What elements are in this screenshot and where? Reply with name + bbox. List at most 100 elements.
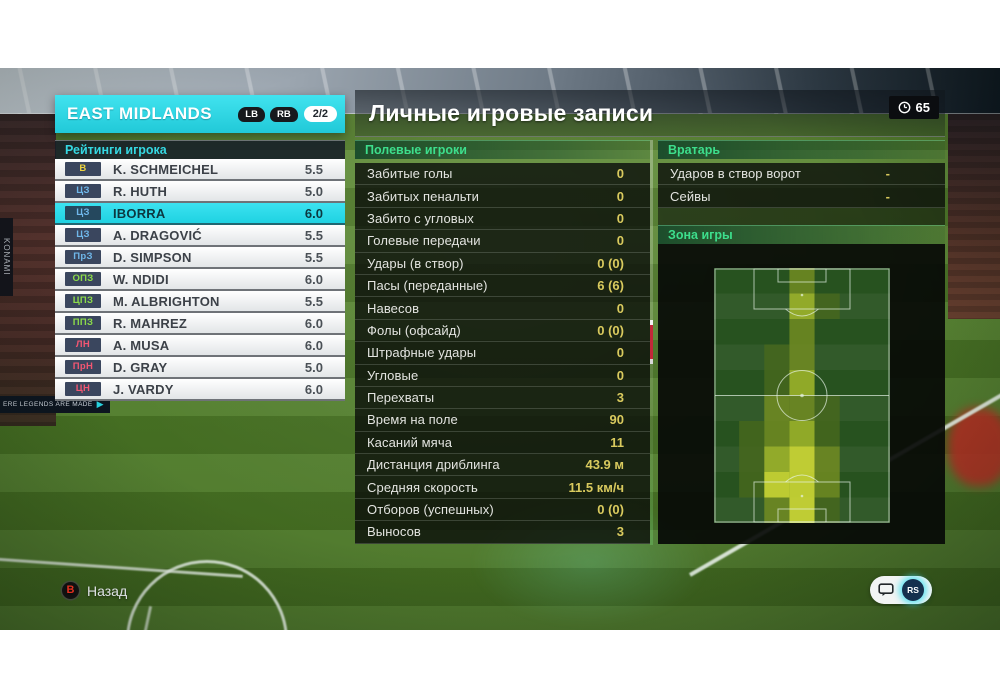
stat-label: Забито с угловых (367, 210, 474, 226)
stat-value: 6 (6) (597, 278, 624, 294)
player-rating: 6.0 (304, 381, 323, 397)
corner-buttons: RS (870, 576, 932, 604)
stat-value: 0 (616, 345, 624, 361)
stat-label: Дистанция дриблинга (367, 457, 500, 473)
player-rating: 6.0 (304, 337, 323, 353)
player-row[interactable]: ЦЗ A. DRAGOVIĆ 5.5 (55, 225, 345, 247)
position-badge: ППЗ (65, 316, 101, 330)
stat-label: Фолы (офсайд) (367, 322, 461, 338)
player-rating: 5.0 (304, 359, 323, 375)
stat-value: 0 (616, 300, 624, 316)
stat-row: Дистанция дриблинга 43.9 м (355, 454, 650, 477)
stat-label: Время на поле (367, 412, 458, 428)
player-name: M. ALBRIGHTON (113, 293, 220, 309)
stat-row: Угловые 0 (355, 364, 650, 387)
page-indicator: 2/2 (303, 106, 337, 122)
lb-button[interactable]: LB (238, 106, 265, 122)
stat-label: Ударов в створ ворот (670, 166, 801, 182)
slogan-text: ERE LEGENDS ARE MADE (3, 401, 93, 408)
stat-label: Сейвы (670, 188, 711, 204)
stat-row: Фолы (офсайд) 0 (0) (355, 319, 650, 343)
stat-value: 0 (0) (597, 322, 624, 338)
stat-row: Перехваты 3 (355, 386, 650, 410)
player-row[interactable]: ОПЗ W. NDIDI 6.0 (55, 269, 345, 291)
stat-label: Навесов (367, 300, 420, 316)
position-badge: ОПЗ (65, 272, 101, 286)
personal-records-panel: Личные игровые записи 65 Полевые игроки … (355, 90, 945, 545)
stat-label: Голевые передачи (367, 233, 481, 249)
back-label: Назад (87, 582, 128, 599)
stat-value: - (885, 188, 890, 204)
player-row[interactable]: ППЗ R. MAHREZ 6.0 (55, 313, 345, 335)
player-row[interactable]: ПрЗ D. SIMPSON 5.5 (55, 247, 345, 269)
stat-row: Навесов 0 (355, 297, 650, 320)
player-name: J. VARDY (113, 381, 174, 397)
position-badge: ПрЗ (65, 250, 101, 264)
title-bar: Личные игровые записи 65 (355, 90, 945, 137)
stat-value: 0 (616, 210, 624, 226)
field-players-stats-list: Забитые голы 0 Забитых пенальти 0 Забито с у… (355, 163, 650, 544)
player-row[interactable]: В K. SCHMEICHEL 5.5 (55, 159, 345, 181)
stat-row: Голевые передачи 0 (355, 230, 650, 253)
letterbox-top (0, 0, 1000, 68)
goalkeeper-column: Вратарь Ударов в створ ворот - Сейвы - Зона… (658, 140, 945, 545)
match-time-badge: 65 (888, 96, 939, 119)
player-name: D. GRAY (113, 359, 168, 375)
back-hint[interactable]: B Назад (62, 582, 127, 599)
stat-value: 3 (616, 390, 624, 406)
player-name: R. MAHREZ (113, 315, 188, 331)
player-row[interactable]: ЦЗ IBORRA 6.0 (55, 203, 345, 225)
stat-label: Отборов (успешных) (367, 502, 494, 518)
stat-row: Ударов в створ ворот - (658, 163, 945, 186)
play-zone-heatmap (713, 267, 890, 523)
player-name: IBORRA (113, 205, 166, 221)
stat-row: Удары (в створ) 0 (0) (355, 252, 650, 275)
stat-row: Средняя скорость 11.5 км/ч (355, 476, 650, 499)
player-rating: 5.5 (304, 161, 323, 177)
stat-value: 43.9 м (585, 457, 624, 473)
stat-value: 0 (0) (597, 255, 624, 271)
scrollbar-thumb[interactable] (650, 320, 653, 364)
field-players-section-title: Полевые игроки (355, 140, 650, 159)
match-time-value: 65 (915, 100, 930, 115)
position-badge: В (65, 162, 101, 176)
player-rating: 6.0 (304, 315, 323, 331)
player-rating: 5.5 (304, 249, 323, 265)
stat-row: Отборов (успешных) 0 (0) (355, 498, 650, 522)
stats-columns: Полевые игроки Забитые голы 0 Забитых пена… (355, 140, 945, 545)
clock-icon (898, 101, 910, 114)
player-ratings-panel: EAST MIDLANDS LB RB 2/2 Рейтинги игрока … (55, 95, 345, 401)
stat-row: Забито с угловых 0 (355, 207, 650, 231)
player-row[interactable]: ЦПЗ M. ALBRIGHTON 5.5 (55, 291, 345, 313)
b-button-icon: B (62, 582, 79, 599)
player-name: A. MUSA (113, 337, 170, 353)
player-row[interactable]: ЦН J. VARDY 6.0 (55, 379, 345, 401)
crowd-right (948, 114, 1000, 319)
position-badge: ЦЗ (65, 206, 101, 220)
stat-label: Удары (в створ) (367, 255, 464, 271)
stat-label: Выносов (367, 524, 421, 540)
player-name: R. HUTH (113, 183, 168, 199)
player-name: W. NDIDI (113, 271, 169, 287)
ratings-section-title: Рейтинги игрока (55, 140, 345, 159)
chat-button[interactable] (878, 583, 894, 597)
player-row[interactable]: ЦЗ R. HUTH 5.0 (55, 181, 345, 203)
stat-row: Время на поле 90 (355, 409, 650, 432)
rs-stick-button[interactable]: RS (902, 579, 924, 601)
player-row[interactable]: ЛН A. MUSA 6.0 (55, 335, 345, 357)
position-badge: ЦЗ (65, 228, 101, 242)
player-name: K. SCHMEICHEL (113, 161, 219, 177)
rb-button[interactable]: RB (269, 106, 298, 122)
player-row[interactable]: ПрН D. GRAY 5.0 (55, 357, 345, 379)
stat-value: 0 (616, 233, 624, 249)
stat-value: 11.5 км/ч (568, 479, 624, 495)
stat-label: Забитые голы (367, 166, 453, 182)
letterbox-bottom (0, 630, 1000, 700)
position-badge: ПрН (65, 360, 101, 374)
stat-label: Забитых пенальти (367, 188, 480, 204)
konami-ad-board: KONAMI (0, 218, 13, 296)
stat-value: 0 (616, 367, 624, 383)
stat-label: Средняя скорость (367, 479, 478, 495)
stat-value: 3 (616, 524, 624, 540)
game-frame: KONAMI ERE LEGENDS ARE MADE ▶ EAST MIDLA… (0, 68, 1000, 630)
